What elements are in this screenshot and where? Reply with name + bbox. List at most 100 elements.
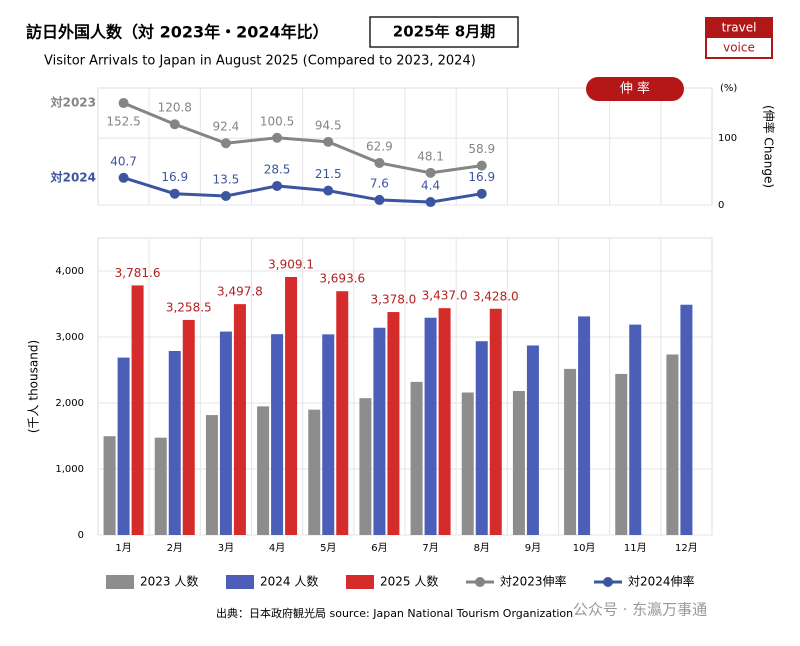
data-label: 48.1 — [417, 149, 444, 163]
bar — [131, 285, 144, 535]
point — [476, 160, 487, 171]
x-tick-label: 8月 — [474, 542, 490, 554]
x-tick-label: 5月 — [320, 542, 336, 554]
data-label: 21.5 — [315, 167, 342, 181]
point — [374, 157, 385, 168]
y-tick-label: 0 — [78, 530, 84, 541]
period: 2025年 8月期 — [393, 23, 495, 41]
bar — [564, 368, 577, 535]
legend-swatch — [226, 575, 254, 589]
data-label: 13.5 — [213, 172, 240, 186]
point — [425, 167, 436, 178]
point — [323, 136, 334, 147]
bar — [615, 373, 628, 535]
point — [118, 172, 129, 183]
y-label: (千人 thousand) — [27, 340, 41, 433]
legend-swatch — [603, 577, 613, 587]
bar — [154, 437, 167, 535]
data-label: 16.9 — [468, 170, 495, 184]
legend-swatch — [106, 575, 134, 589]
data-label: 3,693.6 — [319, 272, 365, 286]
data-label: 3,781.6 — [115, 266, 161, 280]
bar — [410, 381, 423, 535]
bar — [322, 334, 335, 535]
badge-text: 伸 率 — [620, 81, 650, 97]
x-tick-label: 7月 — [422, 542, 438, 554]
x-tick-label: 6月 — [371, 542, 387, 554]
x-tick-label: 3月 — [218, 542, 234, 554]
data-label: 3,378.0 — [371, 293, 417, 307]
y2-label: (伸率 Change) — [762, 105, 777, 188]
bar — [387, 312, 400, 535]
point — [220, 138, 231, 149]
data-label: 58.9 — [468, 142, 495, 156]
bar — [424, 317, 437, 535]
point — [374, 194, 385, 205]
badge — [586, 77, 684, 101]
data-label: 100.5 — [260, 114, 294, 128]
data-label: 94.5 — [315, 118, 342, 132]
bar — [489, 308, 502, 535]
bar — [271, 334, 284, 535]
point — [272, 180, 283, 191]
logo-band — [706, 18, 772, 38]
y-tick-label: 1,000 — [55, 464, 84, 475]
bar — [629, 324, 642, 535]
point — [323, 185, 334, 196]
point — [425, 197, 436, 208]
series-line — [123, 101, 482, 175]
watermark: 公众号 · 东瀛万事通 — [573, 601, 707, 619]
x-tick-label: 10月 — [573, 542, 596, 554]
bar — [359, 398, 372, 535]
y-tick-label: 4,000 — [55, 266, 84, 277]
title: 訪日外国人数（対 2023年・2024年比） — [26, 23, 329, 42]
point — [220, 190, 231, 201]
period-box — [369, 16, 519, 48]
bar — [168, 350, 181, 535]
data-label: 3,497.8 — [217, 285, 263, 299]
data-label: 92.4 — [213, 120, 240, 134]
legend-swatch — [475, 577, 485, 587]
bar — [117, 357, 130, 535]
series-label: 対2023 — [50, 95, 96, 110]
bar — [373, 327, 386, 535]
bar — [461, 392, 474, 535]
data-label: 16.9 — [161, 170, 188, 184]
point — [476, 188, 487, 199]
bar — [475, 341, 488, 535]
y2-unit: (%) — [720, 83, 737, 94]
point — [118, 98, 129, 109]
bar — [233, 304, 246, 535]
x-tick-label: 11月 — [624, 542, 647, 554]
legend-label: 2025 人数 — [380, 574, 438, 589]
logo-text: travel — [722, 21, 757, 35]
x-tick-label: 12月 — [675, 542, 698, 554]
legend-label: 対2023伸率 — [500, 574, 567, 589]
x-tick-label: 2月 — [167, 542, 183, 554]
bar — [308, 409, 321, 535]
source: 出典：日本政府観光局 source: Japan National Touris… — [216, 606, 573, 620]
bar — [103, 436, 116, 535]
bar — [680, 304, 693, 535]
y-tick-label: 3,000 — [55, 332, 84, 343]
bar — [526, 345, 539, 535]
x-tick-label: 9月 — [525, 542, 541, 554]
data-label: 40.7 — [110, 154, 137, 168]
data-label: 3,258.5 — [166, 300, 212, 314]
y2-tick-label: 0 — [718, 200, 724, 211]
data-label: 28.5 — [264, 162, 291, 176]
data-label: 3,428.0 — [473, 289, 519, 303]
point — [169, 119, 180, 130]
point — [272, 132, 283, 143]
logo-text: voice — [723, 41, 755, 55]
legend-swatch — [346, 575, 374, 589]
y-tick-label: 2,000 — [55, 398, 84, 409]
data-label: 4.4 — [421, 179, 440, 193]
bar — [512, 390, 525, 535]
data-label: 3,909.1 — [268, 257, 314, 271]
bar — [205, 415, 218, 535]
bar — [285, 276, 298, 535]
subtitle: Visitor Arrivals to Japan in August 2025… — [44, 54, 476, 69]
bar — [336, 291, 349, 535]
